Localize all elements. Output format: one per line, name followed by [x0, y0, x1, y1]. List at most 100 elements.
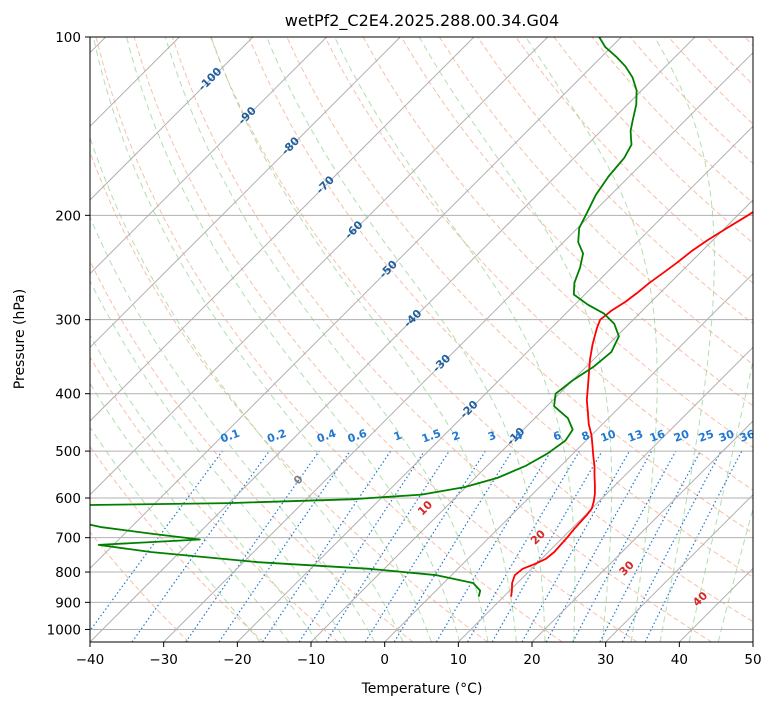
plot-frame	[89, 36, 754, 643]
mixing-ratio-line	[131, 450, 270, 642]
isotherm-label: -60	[342, 218, 365, 241]
mixing-ratio-label: 1	[392, 429, 404, 444]
y-tick-label: 500	[55, 444, 81, 460]
moist-adiabat-line	[654, 37, 715, 642]
x-tick-label: 50	[744, 652, 761, 668]
dry-adiabat-line	[706, 37, 753, 86]
y-tick-label: 800	[55, 565, 81, 581]
mixing-ratio-line	[298, 450, 425, 642]
isotherm-gridline	[384, 272, 753, 642]
mixing-ratio-line	[393, 450, 513, 642]
mixing-ratio-label: 0.6	[346, 427, 369, 446]
mixing-ratio-line	[90, 450, 223, 632]
moist-adiabat-line	[418, 37, 613, 642]
moist-adiabat-line	[164, 37, 489, 642]
y-tick-label: 400	[55, 387, 81, 403]
moist-adiabat-label: 30	[617, 558, 637, 578]
x-tick-label: −30	[149, 652, 178, 668]
isotherm-gridline	[90, 37, 622, 570]
mixing-ratio-label: 0.1	[219, 427, 242, 446]
mixing-ratio-line	[572, 450, 677, 642]
y-tick-label: 700	[55, 531, 81, 547]
mixing-ratio-label: 30	[717, 427, 736, 445]
dry-adiabat-line	[591, 37, 753, 204]
isotherm-gridline	[90, 37, 328, 275]
y-tick-label: 100	[55, 30, 81, 46]
moist-adiabat-line	[90, 135, 404, 642]
temperature-profile	[510, 211, 753, 597]
isotherm-gridline	[90, 37, 696, 642]
moist-adiabat-line	[90, 334, 319, 642]
moist-adiabat-line	[90, 382, 290, 642]
moist-adiabat-line	[266, 37, 546, 642]
dry-adiabat-line	[248, 37, 753, 578]
y-tick-label: 900	[55, 595, 81, 611]
mixing-ratio-label: 0.2	[265, 427, 288, 446]
x-tick-label: 20	[523, 652, 540, 668]
moist-adiabat-line	[210, 37, 517, 642]
mixing-ratio-line	[644, 450, 743, 642]
isotherm-label: -20	[457, 398, 480, 421]
mixing-ratio-label: 25	[697, 427, 716, 444]
mixing-ratio-label: 20	[672, 427, 691, 445]
isotherm-gridline	[90, 37, 254, 201]
mixing-ratio-line	[621, 450, 722, 642]
x-axis: −40 −30 −20 −10 0 10 20 30 40 50	[76, 642, 762, 668]
dry-adiabat-line	[90, 150, 488, 642]
y-tick-label: 300	[55, 313, 81, 329]
mixing-ratio-label: 2	[450, 429, 462, 444]
mixing-ratio-label: 10	[599, 427, 618, 445]
dry-adiabat-line	[210, 37, 753, 623]
moist-adiabat-line	[334, 37, 576, 642]
dry-adiabat-line	[133, 37, 638, 642]
isotherm-gridline	[310, 199, 753, 642]
data-series	[90, 37, 753, 597]
mixing-ratio-label: 0.4	[315, 427, 338, 446]
isotherm-gridline	[457, 346, 753, 642]
moist-adiabat-line	[126, 37, 461, 642]
dry-adiabat-line	[477, 37, 753, 325]
background-lines	[90, 37, 753, 642]
mixing-ratio-label: 8	[580, 429, 592, 444]
mixing-ratio-line	[521, 450, 631, 642]
dry-adiabat-line	[90, 531, 190, 642]
mixing-ratio-label: 3	[486, 429, 498, 444]
moist-adiabat-label: 10	[415, 498, 435, 518]
isotherm-gridline	[531, 420, 753, 642]
mixing-ratio-line	[218, 450, 351, 642]
dry-adiabat-line	[362, 37, 753, 449]
mixing-ratio-line	[599, 450, 702, 642]
x-tick-label: −20	[223, 652, 252, 668]
dry-adiabat-line	[744, 37, 753, 47]
x-axis-label: Temperature (°C)	[361, 681, 483, 697]
moist-adiabat-label: 40	[690, 589, 710, 609]
mixing-ratio-line	[545, 450, 653, 642]
moist-adiabat-label: 20	[528, 527, 548, 547]
dry-adiabat-line	[324, 37, 753, 491]
chart-title: wetPf2_C2E4.2025.288.00.34.G04	[285, 11, 559, 31]
moist-adiabat-line	[92, 37, 432, 642]
moist-adiabat-line	[525, 37, 658, 642]
dry-adiabat-line	[171, 37, 712, 642]
isotherm-gridline	[678, 567, 753, 642]
x-tick-label: −10	[297, 652, 326, 668]
dry-adiabat-line	[400, 37, 753, 407]
dry-adiabat-line	[90, 356, 339, 642]
x-tick-label: 40	[671, 652, 688, 668]
isotherm-gridline	[605, 493, 753, 642]
mixing-ratio-label: 16	[648, 427, 667, 445]
dry-adiabat-line	[668, 37, 753, 125]
moist-adiabat-line	[90, 215, 376, 642]
mixing-ratio-label: 6	[551, 429, 563, 444]
y-tick-label: 200	[55, 208, 81, 224]
isotherm-gridline	[236, 125, 753, 642]
isotherm-gridline	[90, 37, 401, 349]
mixing-ratio-line	[185, 450, 320, 642]
dewpoint-profile	[90, 37, 638, 597]
dry-adiabat-line	[90, 259, 414, 642]
dry-adiabat-line	[515, 37, 753, 284]
mixing-ratio-line	[262, 450, 392, 642]
dry-adiabat-line	[95, 37, 563, 642]
x-tick-label: 30	[597, 652, 614, 668]
line-labels: -100-90-80-70-60-50-40-30-20-100.1 0.2 0.4…	[196, 65, 753, 609]
